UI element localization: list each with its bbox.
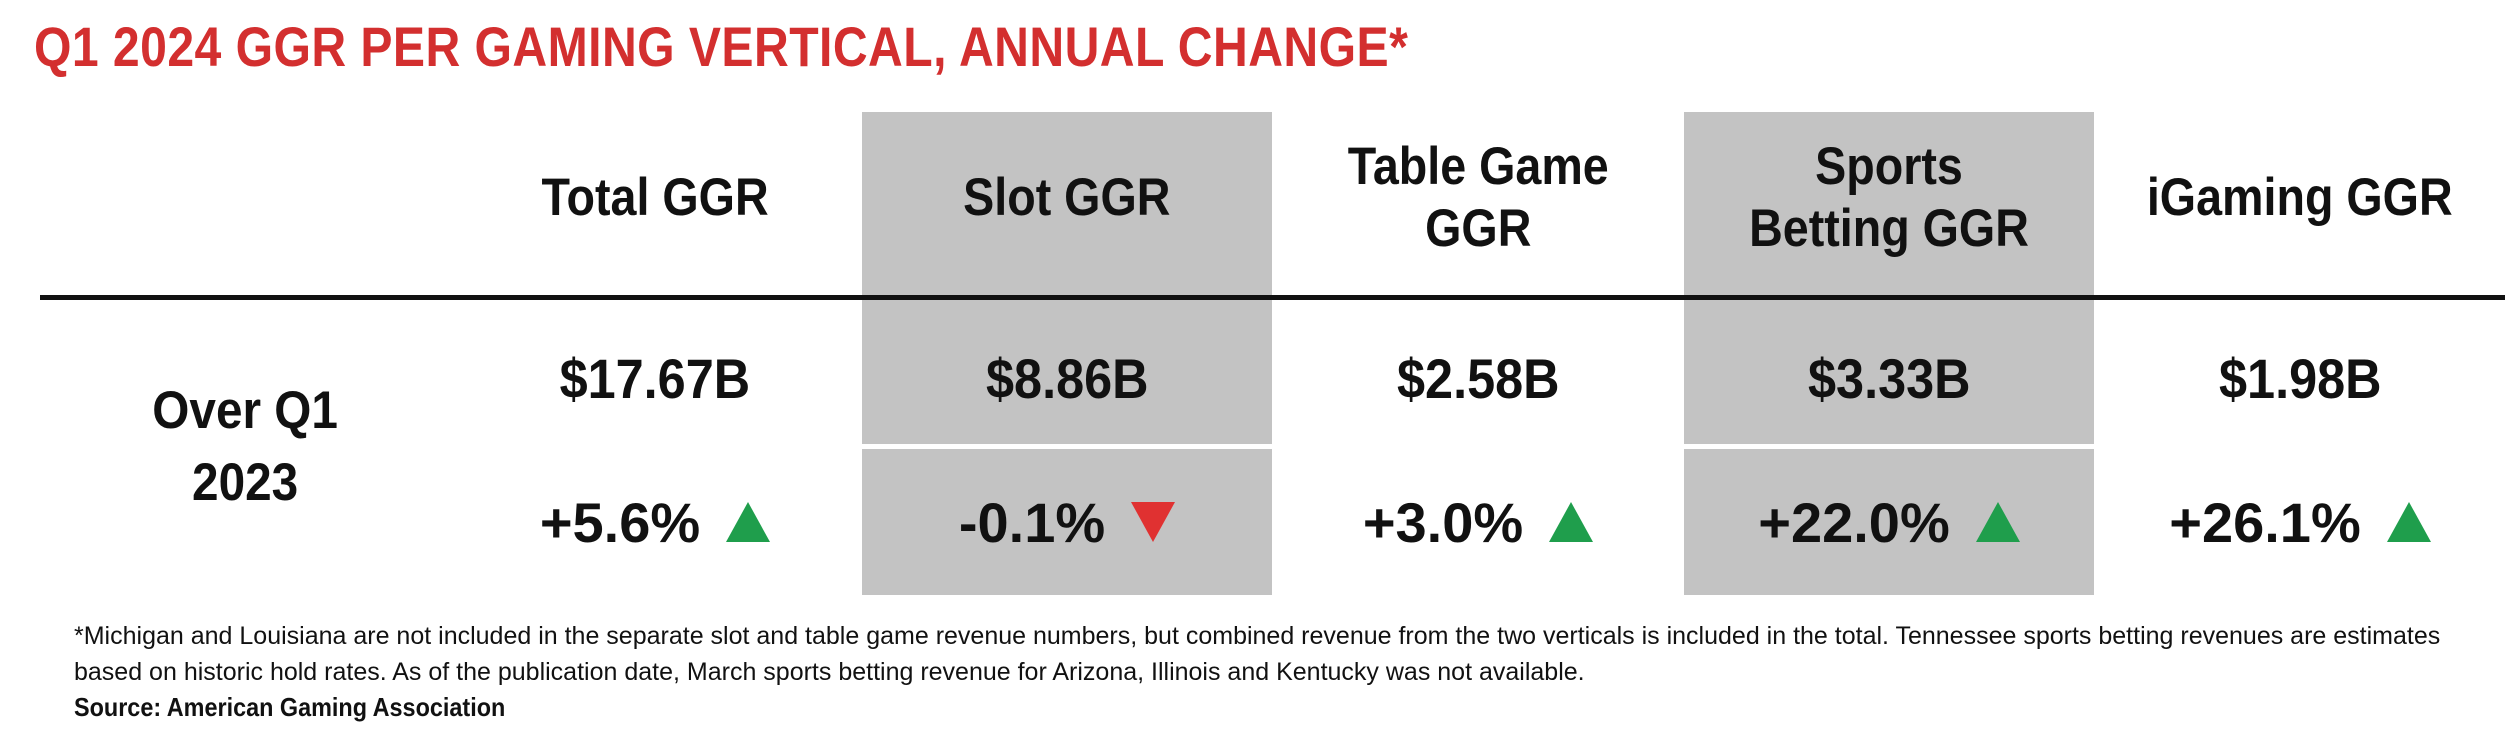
cell-divider (1684, 444, 2094, 449)
change-percent: +26.1% (2169, 490, 2361, 554)
column-shade (862, 112, 1272, 595)
column-header: Table Game GGR (1347, 136, 1609, 258)
up-arrow-icon (2386, 502, 2431, 542)
change-percent: +5.6% (539, 490, 701, 554)
up-arrow-icon (1549, 502, 1594, 542)
annual-change: +3.0% (1273, 482, 1683, 562)
row-label: Over Q1 2023 (152, 381, 338, 512)
annual-change: +26.1% (2095, 482, 2505, 562)
ggr-value: $17.67B (559, 346, 751, 410)
annual-change: +22.0% (1684, 482, 2094, 562)
change-percent: +3.0% (1362, 490, 1524, 554)
change-percent: -0.1% (958, 490, 1106, 554)
column-shade (1684, 112, 2094, 595)
annual-change: -0.1% (862, 482, 1272, 562)
cell-divider (862, 444, 1272, 449)
footnote: *Michigan and Louisiana are not included… (74, 622, 2441, 686)
up-arrow-icon (1975, 502, 2020, 542)
chart-title: Q1 2024 GGR PER GAMING VERTICAL, ANNUAL … (34, 15, 1409, 78)
annual-change: +5.6% (450, 482, 860, 562)
change-percent: +22.0% (1758, 490, 1950, 554)
ggr-value: $3.33B (1807, 346, 1971, 410)
source-note: Source: American Gaming Association (74, 692, 506, 722)
ggr-value: $1.98B (2218, 346, 2382, 410)
ggr-value: $8.86B (985, 346, 1149, 410)
column-header: Sports Betting GGR (1749, 136, 2029, 258)
down-arrow-icon (1131, 502, 1176, 542)
column-header: iGaming GGR (2147, 167, 2453, 227)
column-header: Total GGR (541, 167, 769, 227)
up-arrow-icon (726, 502, 771, 542)
column-header: Slot GGR (963, 167, 1171, 227)
ggr-value: $2.58B (1396, 346, 1560, 410)
header-rule (40, 295, 2505, 300)
